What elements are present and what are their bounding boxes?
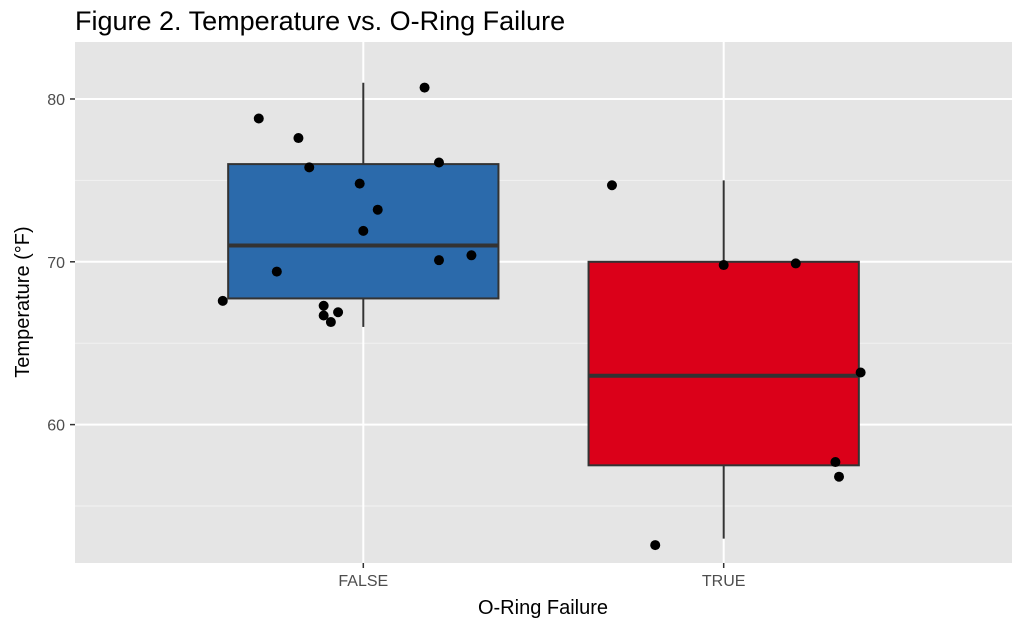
data-point	[293, 133, 304, 144]
data-point	[650, 540, 661, 551]
x-tick-label: TRUE	[702, 573, 746, 590]
data-point	[606, 180, 617, 191]
data-point	[372, 204, 383, 215]
data-point	[253, 113, 264, 124]
data-point	[834, 471, 845, 482]
data-point	[419, 82, 430, 93]
y-axis-title: Temperature (°F)	[12, 226, 34, 377]
data-point	[433, 255, 444, 266]
data-point	[466, 250, 477, 261]
data-point	[318, 300, 329, 311]
data-point	[718, 260, 729, 271]
data-point	[433, 157, 444, 168]
points	[217, 82, 866, 551]
data-point	[318, 310, 329, 321]
data-point	[333, 307, 344, 318]
boxes	[227, 82, 860, 539]
box-true	[587, 180, 860, 539]
plot-panel	[75, 42, 1012, 563]
y-tick-label: 60	[47, 418, 65, 435]
box-body	[587, 260, 860, 467]
x-axis-title: O-Ring Failure	[478, 597, 608, 619]
data-point	[830, 457, 841, 468]
data-point	[325, 317, 336, 328]
x-tick-label: FALSE	[338, 573, 388, 590]
data-point	[354, 178, 365, 189]
chart-title: Figure 2. Temperature vs. O-Ring Failure	[75, 6, 566, 36]
axes: 60 70 80 FALSE TRUE	[47, 92, 745, 590]
data-point	[855, 367, 866, 378]
y-tick-label: 80	[47, 92, 65, 109]
data-point	[304, 162, 315, 173]
data-point	[217, 295, 228, 306]
y-tick-label: 70	[47, 255, 65, 272]
data-point	[790, 258, 801, 269]
data-point	[358, 225, 369, 236]
data-point	[271, 266, 282, 277]
